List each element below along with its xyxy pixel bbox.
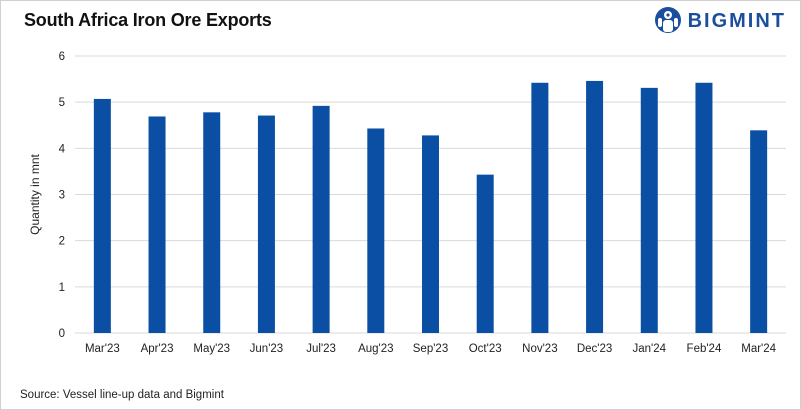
bar-Dec'23 xyxy=(586,80,604,334)
bar-Jan'24 xyxy=(640,87,658,333)
y-axis-title: Quantity in mnt xyxy=(28,153,42,234)
y-tick-label: 6 xyxy=(59,51,65,63)
x-tick-label: Dec'23 xyxy=(577,343,612,355)
bar-Oct'23 xyxy=(476,174,494,333)
bar-Aug'23 xyxy=(367,128,385,333)
x-tick-label: Feb'24 xyxy=(687,343,722,355)
bigmint-mascot-icon xyxy=(654,7,681,33)
y-tick-label: 5 xyxy=(59,97,65,109)
x-tick-label: Mar'24 xyxy=(741,343,776,355)
source-note: Source: Vessel line-up data and Bigmint xyxy=(20,389,224,401)
bar-Nov'23 xyxy=(531,82,549,333)
x-tick-label: May'23 xyxy=(193,343,230,355)
bar-Sep'23 xyxy=(422,135,439,333)
x-tick-label: Apr'23 xyxy=(141,343,174,355)
y-tick-label: 2 xyxy=(59,236,65,248)
brand-name: BIGMINT xyxy=(687,9,786,32)
x-tick-label: Sep'23 xyxy=(413,343,448,355)
bar-Apr'23 xyxy=(148,116,166,333)
bar-May'23 xyxy=(203,112,221,333)
x-tick-label: Mar'23 xyxy=(85,343,120,355)
x-tick-label: Oct'23 xyxy=(469,343,502,355)
bar-Jul'23 xyxy=(312,105,330,333)
y-tick-label: 0 xyxy=(59,328,65,340)
chart-title: South Africa Iron Ore Exports xyxy=(24,10,272,30)
x-tick-label: Jul'23 xyxy=(306,343,336,355)
x-tick-label: Nov'23 xyxy=(522,343,557,355)
x-tick-label: Aug'23 xyxy=(358,343,393,355)
bar-Jun'23 xyxy=(257,115,275,334)
bar-Feb'24 xyxy=(695,82,713,333)
bar-Mar'24 xyxy=(750,130,768,333)
x-tick-label: Jun'23 xyxy=(250,343,284,355)
x-tick-label: Jan'24 xyxy=(633,343,667,355)
brand-logo: BIGMINT xyxy=(654,6,786,36)
y-tick-label: 4 xyxy=(59,143,66,155)
bar-chart: 0 1 2 3 4 5 6 Quantity in mnt Mar'23 Apr'23 May'23… xyxy=(28,51,786,355)
y-tick-label: 1 xyxy=(59,282,65,294)
y-tick-label: 3 xyxy=(59,190,65,202)
bar-Mar'23 xyxy=(93,98,111,333)
